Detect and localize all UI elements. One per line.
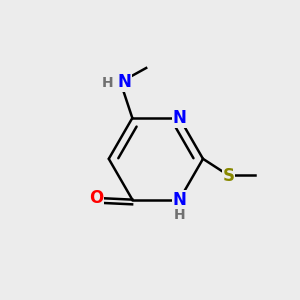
Text: N: N (172, 190, 186, 208)
Text: N: N (117, 73, 131, 91)
Text: S: S (223, 167, 235, 184)
Text: H: H (174, 208, 185, 222)
Text: H: H (102, 76, 114, 90)
Text: N: N (172, 109, 186, 127)
Text: O: O (89, 189, 103, 207)
